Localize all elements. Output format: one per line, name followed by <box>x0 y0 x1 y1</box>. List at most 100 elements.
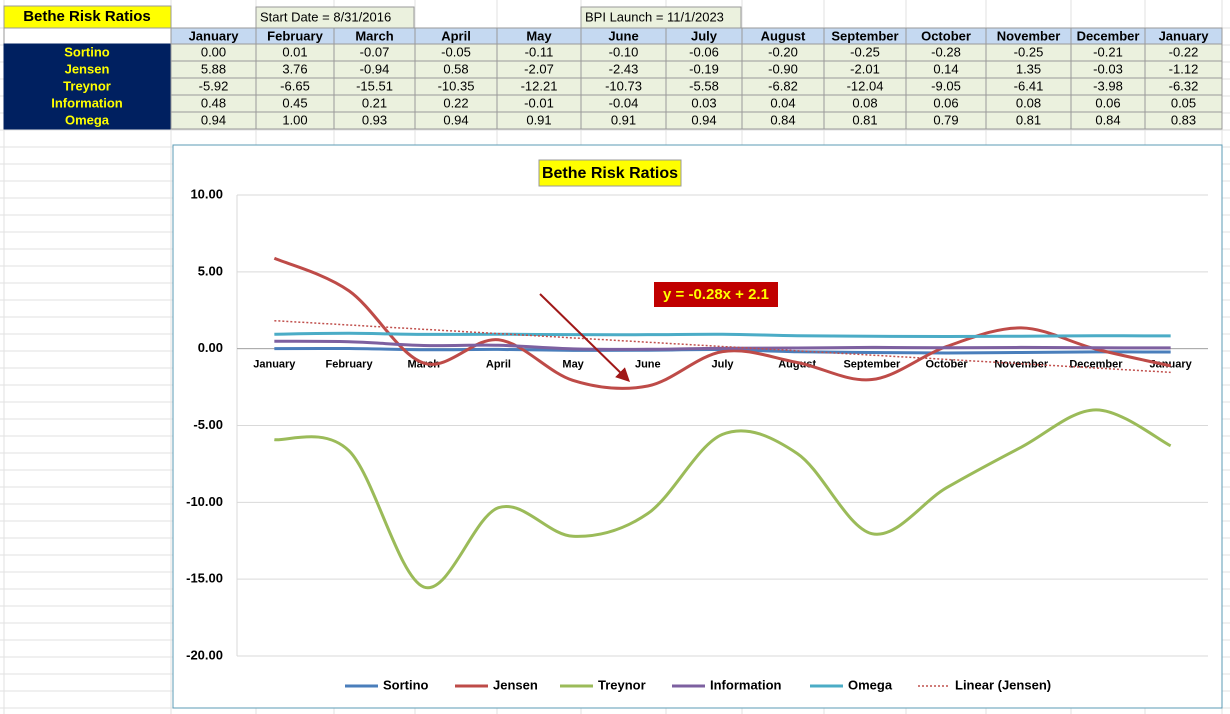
cell-value: -6.65 <box>280 78 310 93</box>
header-text: July <box>691 28 718 43</box>
cell-value: 0.93 <box>362 112 387 127</box>
cell-value: -9.05 <box>931 78 961 93</box>
cell-value: 0.22 <box>443 95 468 110</box>
cell-value: -0.25 <box>1014 44 1044 59</box>
cell-value: 1.00 <box>282 112 307 127</box>
legend-label: Omega <box>848 677 893 692</box>
cell-value: -6.82 <box>768 78 798 93</box>
cell-value: 0.91 <box>526 112 551 127</box>
cell-value: 0.08 <box>852 95 877 110</box>
cell-value: 1.35 <box>1016 61 1041 76</box>
cell-value: -0.28 <box>931 44 961 59</box>
cell-value: -10.35 <box>438 78 475 93</box>
header-label-cell <box>3 27 172 45</box>
x-tick-label: July <box>711 359 734 371</box>
cell-value: -0.03 <box>1093 61 1123 76</box>
cell-value: -0.11 <box>525 44 554 59</box>
x-tick-label: April <box>486 359 511 371</box>
header-text: June <box>608 28 638 43</box>
cell-value: 0.14 <box>933 61 958 76</box>
y-tick-label: -5.00 <box>193 417 223 432</box>
cell-value: 0.94 <box>201 112 226 127</box>
series-line <box>274 339 1171 351</box>
start-date: Start Date = 8/31/2016 <box>260 9 391 24</box>
cell-value: 0.94 <box>691 112 716 127</box>
chart-title: Bethe Risk Ratios <box>542 165 678 182</box>
cell-value: -0.90 <box>768 61 798 76</box>
cell-value: -6.32 <box>1169 78 1199 93</box>
cell-value: 0.83 <box>1171 112 1196 127</box>
cell-value: 0.84 <box>1095 112 1120 127</box>
legend-label: Linear (Jensen) <box>955 677 1051 692</box>
y-tick-label: 5.00 <box>198 263 223 278</box>
row-label: Treynor <box>63 78 111 93</box>
cell-value: -0.19 <box>689 61 719 76</box>
cell-value: -0.05 <box>441 44 471 59</box>
header-text: January <box>1159 28 1210 43</box>
series-line <box>273 256 1171 390</box>
cell-value: -2.43 <box>609 61 639 76</box>
cell-value: 0.21 <box>362 95 387 110</box>
x-tick-label: June <box>635 359 661 371</box>
legend-label: Jensen <box>493 677 538 692</box>
data-cell <box>1144 111 1223 130</box>
bpi-launch: BPI Launch = 11/1/2023 <box>585 9 724 24</box>
cell-value: 0.81 <box>1016 112 1041 127</box>
row-label: Sortino <box>64 44 110 59</box>
cell-value: -0.21 <box>1093 44 1123 59</box>
header-text: March <box>355 28 393 43</box>
cell-value: 3.76 <box>282 61 307 76</box>
header-text: November <box>997 28 1061 43</box>
x-tick-label: February <box>325 359 373 371</box>
cell-value: -0.20 <box>768 44 798 59</box>
cell-value: -0.06 <box>689 44 719 59</box>
header-text: February <box>267 28 323 43</box>
x-tick-label: May <box>562 359 584 371</box>
cell-value: -2.01 <box>850 61 880 76</box>
legend-label: Information <box>710 677 782 692</box>
y-tick-label: 10.00 <box>190 186 223 201</box>
x-tick-label: September <box>843 359 901 371</box>
cell-value: -0.07 <box>360 44 390 59</box>
arrow <box>539 293 631 382</box>
y-tick-label: -20.00 <box>186 647 223 662</box>
cell-value: -0.22 <box>1169 44 1199 59</box>
sheet-title: Bethe Risk Ratios <box>23 8 151 25</box>
cell-value: -12.21 <box>521 78 558 93</box>
cell-value: 0.84 <box>770 112 795 127</box>
row-label: Omega <box>65 112 110 127</box>
chart-title-box <box>538 159 682 187</box>
header-text: October <box>921 28 971 43</box>
series-line <box>274 408 1172 590</box>
cell-value: -0.25 <box>850 44 880 59</box>
cell-value: -0.04 <box>609 95 639 110</box>
legend-label: Sortino <box>383 677 429 692</box>
cell-value: 0.79 <box>933 112 958 127</box>
x-tick-label: January <box>253 359 296 371</box>
cell-value: 0.94 <box>443 112 468 127</box>
cell-value: -0.10 <box>609 44 639 59</box>
y-tick-label: 0.00 <box>198 340 223 355</box>
header-text: September <box>831 28 898 43</box>
cell-value: -6.41 <box>1014 78 1044 93</box>
cell-value: -15.51 <box>356 78 393 93</box>
series-line <box>274 331 1171 339</box>
equation-box <box>654 282 778 307</box>
x-tick-label: November <box>994 359 1049 371</box>
y-tick-label: -10.00 <box>186 494 223 509</box>
cell-value: 0.01 <box>282 44 307 59</box>
header-text: December <box>1077 28 1140 43</box>
cell-value: 5.88 <box>201 61 226 76</box>
cell-value: 0.00 <box>201 44 226 59</box>
cell-value: 0.06 <box>1095 95 1120 110</box>
cell-value: -5.58 <box>689 78 719 93</box>
cell-value: -3.98 <box>1093 78 1123 93</box>
cell-value: 0.81 <box>852 112 877 127</box>
cell-value: 0.58 <box>443 61 468 76</box>
x-tick-label: December <box>1069 359 1123 371</box>
cell-value: -12.04 <box>847 78 884 93</box>
chart-area <box>172 144 1223 709</box>
cell-value: -0.01 <box>524 95 554 110</box>
